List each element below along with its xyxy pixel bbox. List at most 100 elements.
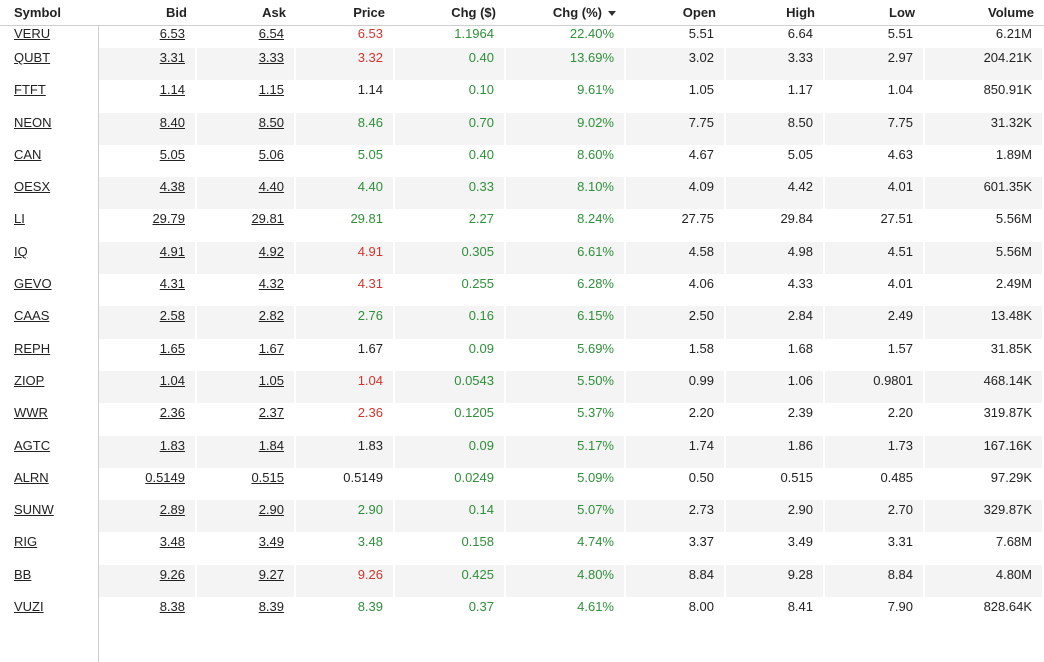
bid-link[interactable]: 8.38 <box>159 599 185 615</box>
bid-link[interactable]: 4.38 <box>159 179 185 195</box>
symbol-link[interactable]: SUNW <box>14 502 54 518</box>
cell-open: 4.67 <box>626 144 726 178</box>
cell-high: 1.17 <box>726 80 825 113</box>
cell-chg: 0.37 <box>395 597 506 630</box>
bid-link[interactable]: 0.5149 <box>145 469 185 485</box>
ask-link[interactable]: 1.84 <box>258 437 284 453</box>
table-row: OESX 4.38 4.40 4.40 0.33 8.10% 4.09 4.42 4.01 601… <box>0 177 1044 210</box>
ask-link[interactable]: 1.15 <box>258 82 284 98</box>
column-header-chg-pct[interactable]: Chg (%) <box>506 0 626 26</box>
symbol-link[interactable]: FTFT <box>14 82 46 98</box>
symbol-link[interactable]: LI <box>14 211 25 227</box>
cell-bid: 4.31 <box>99 274 197 307</box>
cell-low: 1.57 <box>825 338 925 371</box>
bid-link[interactable]: 4.91 <box>159 243 185 259</box>
column-header-high[interactable]: High <box>726 0 825 26</box>
cell-bid: 1.04 <box>99 370 197 404</box>
ask-link[interactable]: 4.92 <box>258 243 284 259</box>
cell-bid: 1.65 <box>99 338 197 371</box>
ask-link[interactable]: 0.515 <box>251 469 284 485</box>
column-header-chg[interactable]: Chg ($) <box>395 0 506 26</box>
ask-link[interactable]: 8.50 <box>258 114 284 130</box>
ask-link[interactable]: 8.39 <box>258 599 284 615</box>
ask-link[interactable]: 29.81 <box>251 211 284 227</box>
ask-link[interactable]: 6.54 <box>258 26 284 41</box>
cell-low: 4.01 <box>825 177 925 210</box>
bid-link[interactable]: 5.05 <box>159 146 185 162</box>
column-header-label: Chg ($) <box>451 5 496 20</box>
symbol-link[interactable]: RIG <box>14 534 38 550</box>
cell-price: 9.26 <box>296 564 395 598</box>
symbol-link[interactable]: AGTC <box>14 437 51 453</box>
cell-chg: 1.1964 <box>395 26 506 48</box>
bid-link[interactable]: 6.53 <box>159 26 185 41</box>
symbol-link[interactable]: CAAS <box>14 308 50 324</box>
ask-link[interactable]: 2.37 <box>258 405 284 421</box>
cell-chg-pct: 8.60% <box>506 144 626 178</box>
bid-link[interactable]: 1.14 <box>159 82 185 98</box>
cell-ask: 1.67 <box>197 338 296 371</box>
cell-volume: 601.35K <box>925 177 1044 210</box>
symbol-link[interactable]: QUBT <box>14 50 51 65</box>
ask-link[interactable]: 3.33 <box>258 50 284 65</box>
cell-chg: 0.40 <box>395 144 506 178</box>
bid-link[interactable]: 1.65 <box>159 340 185 356</box>
bid-link[interactable]: 8.40 <box>159 114 185 130</box>
cell-high: 1.86 <box>726 435 825 468</box>
column-header-bid[interactable]: Bid <box>99 0 197 26</box>
symbol-link[interactable]: IQ <box>14 243 28 259</box>
symbol-link[interactable]: VUZI <box>14 599 44 615</box>
column-header-volume[interactable]: Volume <box>925 0 1044 26</box>
symbol-link[interactable]: ALRN <box>14 469 49 485</box>
ask-link[interactable]: 1.67 <box>258 340 284 356</box>
bid-link[interactable]: 2.36 <box>159 405 185 421</box>
cell-open: 4.09 <box>626 177 726 210</box>
cell-chg-pct: 6.15% <box>506 306 626 339</box>
bid-link[interactable]: 4.31 <box>159 276 185 292</box>
table-row: ZIOP 1.04 1.05 1.04 0.0543 5.50% 0.99 1.06 0.980… <box>0 370 1044 404</box>
bid-link[interactable]: 9.26 <box>159 566 185 582</box>
ask-link[interactable]: 4.32 <box>258 276 284 292</box>
symbol-link[interactable]: CAN <box>14 146 42 162</box>
symbol-link[interactable]: VERU <box>14 26 51 41</box>
symbol-link[interactable]: OESX <box>14 179 51 195</box>
symbol-link[interactable]: NEON <box>14 114 52 130</box>
bid-link[interactable]: 1.04 <box>159 372 185 388</box>
column-header-price[interactable]: Price <box>296 0 395 26</box>
bid-link[interactable]: 2.89 <box>159 502 185 518</box>
column-header-symbol[interactable]: Symbol <box>0 0 99 26</box>
bid-link[interactable]: 1.83 <box>159 437 185 453</box>
cell-low: 8.84 <box>825 564 925 598</box>
cell-volume: 850.91K <box>925 80 1044 113</box>
ask-link[interactable]: 5.06 <box>258 146 284 162</box>
cell-chg-pct: 8.24% <box>506 209 626 242</box>
ask-link[interactable]: 1.05 <box>258 372 284 388</box>
symbol-link[interactable]: ZIOP <box>14 372 45 388</box>
column-header-open[interactable]: Open <box>626 0 726 26</box>
cell-chg-pct: 4.74% <box>506 532 626 565</box>
cell-open: 1.74 <box>626 435 726 468</box>
cell-volume: 2.49M <box>925 274 1044 307</box>
symbol-link[interactable]: GEVO <box>14 276 52 292</box>
ask-link[interactable]: 9.27 <box>258 566 284 582</box>
cell-high: 1.06 <box>726 370 825 404</box>
cell-high: 6.64 <box>726 26 825 48</box>
cell-chg: 2.27 <box>395 209 506 242</box>
symbol-link[interactable]: BB <box>14 566 32 582</box>
ask-link[interactable]: 2.82 <box>258 308 284 324</box>
ask-link[interactable]: 3.49 <box>258 534 284 550</box>
bid-link[interactable]: 2.58 <box>159 308 185 324</box>
ask-link[interactable]: 4.40 <box>258 179 284 195</box>
symbol-link[interactable]: REPH <box>14 340 51 356</box>
cell-low: 2.97 <box>825 48 925 81</box>
bid-link[interactable]: 3.31 <box>159 50 185 65</box>
bid-link[interactable]: 3.48 <box>159 534 185 550</box>
bid-link[interactable]: 29.79 <box>152 211 185 227</box>
cell-bid: 3.31 <box>99 48 197 81</box>
cell-ask: 1.15 <box>197 80 296 113</box>
symbol-link[interactable]: WWR <box>14 405 48 421</box>
column-header-ask[interactable]: Ask <box>197 0 296 26</box>
column-header-low[interactable]: Low <box>825 0 925 26</box>
cell-price: 2.90 <box>296 500 395 533</box>
ask-link[interactable]: 2.90 <box>258 502 284 518</box>
